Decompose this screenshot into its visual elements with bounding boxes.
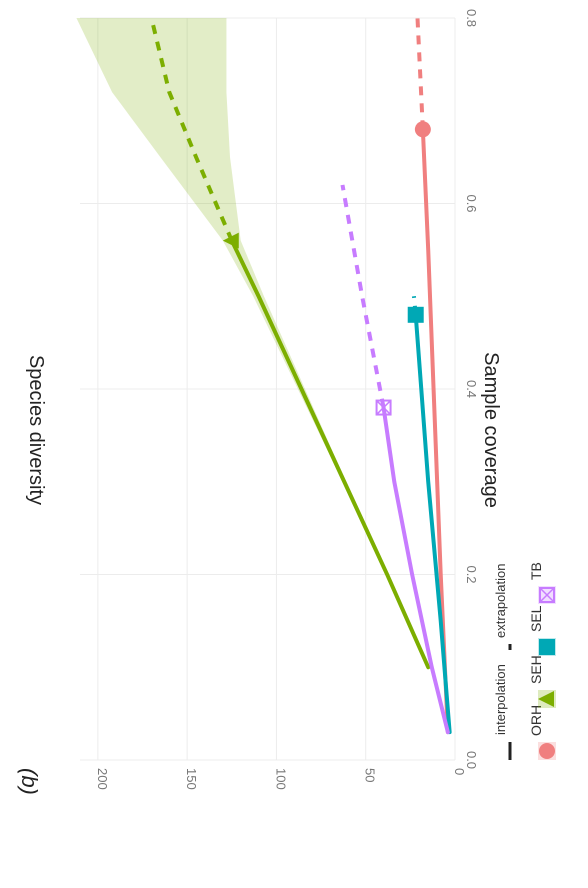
legend-key-tb (539, 587, 555, 603)
x-tick-label: 0.2 (464, 565, 479, 583)
y-tick-label: 200 (95, 768, 110, 790)
y-tick-labels: 0 50 100 150 200 (95, 768, 467, 790)
y-tick-label: 50 (363, 768, 378, 782)
confidence-ribbons (76, 18, 429, 668)
ci-ribbon-seh (76, 18, 429, 668)
legend-interp-label: interpolation (493, 664, 508, 735)
extrap-line-seh (149, 17, 234, 242)
legend-key-orh (539, 743, 555, 759)
panel-label: (b) (17, 768, 42, 795)
interp-line-sel (413, 312, 452, 735)
y-tick-label: 0 (452, 768, 467, 775)
legend-key-sel (539, 639, 555, 655)
x-tick-label: 0.6 (464, 194, 479, 212)
legend-label-seh: SEH (528, 655, 544, 684)
observed-marker-sel (407, 306, 424, 323)
interp-line-tb (381, 405, 450, 735)
y-tick-label: 150 (184, 768, 199, 790)
x-tick-label: 0.4 (464, 380, 479, 398)
legend-label-tb: TB (528, 562, 544, 580)
x-tick-label: 0.0 (464, 751, 479, 769)
legend-extrap-label: extrapolation (493, 564, 508, 638)
legend-method: interpolation extrapolation (493, 564, 512, 760)
x-tick-label: 0.8 (464, 9, 479, 27)
observed-marker-tb (375, 399, 392, 416)
legend-key-seh (538, 691, 554, 707)
legend-label-sel: SEL (528, 605, 544, 632)
interp-line-seh (229, 238, 431, 670)
legend-sites: ORH SEH SEL TB (528, 562, 556, 760)
y-tick-label: 100 (273, 768, 288, 790)
grid-lines (80, 17, 456, 761)
legend-label-orh: ORH (528, 705, 544, 736)
y-axis-title: Species diversity (25, 355, 47, 505)
x-tick-labels: 0.0 0.2 0.4 0.6 0.8 (464, 9, 479, 769)
series-lines (149, 17, 452, 735)
observed-marker-seh (222, 232, 239, 249)
extrap-line-tb (340, 184, 386, 408)
observed-markers (222, 121, 431, 416)
extrap-line-orh (415, 17, 425, 130)
x-axis-title: Sample coverage (480, 352, 502, 508)
observed-marker-orh (414, 121, 431, 138)
